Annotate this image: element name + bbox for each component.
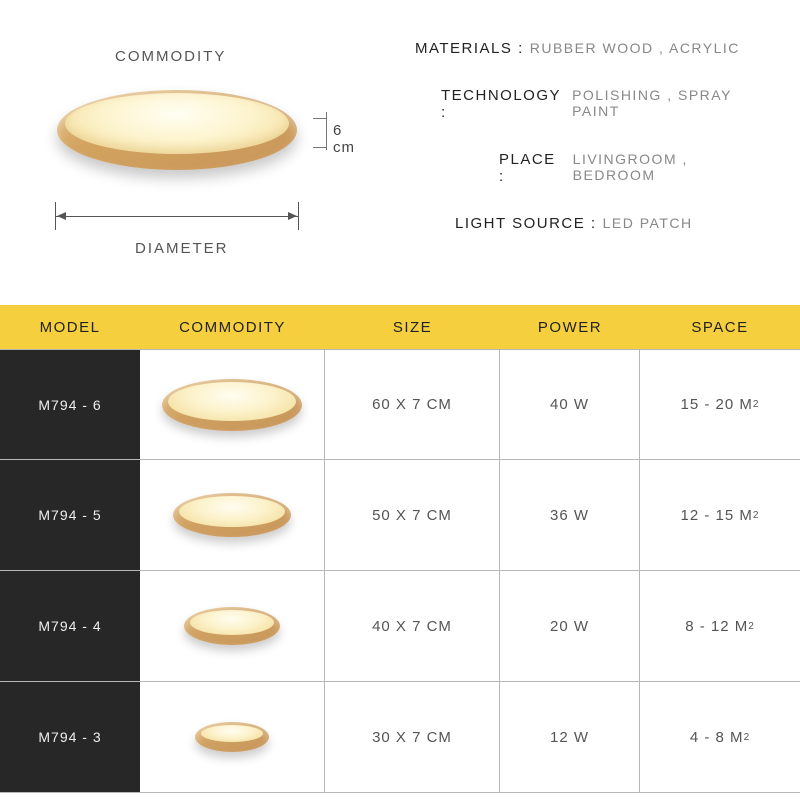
td-model: M794 - 6	[0, 350, 140, 459]
lamp-illustration	[57, 90, 297, 170]
commodity-label: COMMODITY	[115, 48, 226, 65]
spec-value: POLISHING , SPRAY PAINT	[572, 87, 775, 119]
table-row: M794 - 4 40 X 7 CM20 W8 - 12 M2	[0, 571, 800, 682]
th-power: POWER	[500, 319, 640, 336]
td-size: 50 X 7 CM	[325, 460, 500, 570]
td-space: 15 - 20 M2	[640, 350, 800, 459]
diameter-label: DIAMETER	[135, 240, 229, 257]
th-size: SIZE	[325, 319, 500, 336]
td-model: M794 - 4	[0, 571, 140, 681]
models-table: MODEL COMMODITY SIZE POWER SPACE M794 - …	[0, 305, 800, 793]
spec-row-technology: TECHNOLOGY : POLISHING , SPRAY PAINT	[441, 87, 775, 121]
table-row: M794 - 5 50 X 7 CM36 W12 - 15 M2	[0, 460, 800, 571]
td-space: 4 - 8 M2	[640, 682, 800, 792]
td-size: 40 X 7 CM	[325, 571, 500, 681]
td-power: 36 W	[500, 460, 640, 570]
height-value: 6 cm	[333, 122, 355, 156]
top-section: COMMODITY 6 cm DIAMETER	[0, 0, 800, 305]
table-row: M794 - 6 60 X 7 CM40 W15 - 20 M2	[0, 349, 800, 460]
lamp-icon	[173, 493, 291, 537]
product-spec-sheet: COMMODITY 6 cm DIAMETER	[0, 0, 800, 800]
td-model: M794 - 3	[0, 682, 140, 792]
table-header: MODEL COMMODITY SIZE POWER SPACE	[0, 305, 800, 349]
td-power: 12 W	[500, 682, 640, 792]
th-commodity: COMMODITY	[140, 319, 325, 336]
td-commodity	[140, 350, 325, 459]
td-power: 20 W	[500, 571, 640, 681]
td-size: 60 X 7 CM	[325, 350, 500, 459]
diameter-indicator	[55, 202, 299, 232]
td-space: 8 - 12 M2	[640, 571, 800, 681]
td-model: M794 - 5	[0, 460, 140, 570]
spec-label: LIGHT SOURCE :	[455, 215, 597, 232]
spec-label: TECHNOLOGY :	[441, 87, 566, 121]
td-space: 12 - 15 M2	[640, 460, 800, 570]
spec-value: LED PATCH	[603, 215, 693, 231]
spec-row-place: PLACE : LIVINGROOM , BEDROOM	[499, 151, 775, 185]
table-body: M794 - 6 60 X 7 CM40 W15 - 20 M2 M794 - 5 5…	[0, 349, 800, 793]
td-size: 30 X 7 CM	[325, 682, 500, 792]
spec-label: PLACE :	[499, 151, 567, 185]
td-commodity	[140, 460, 325, 570]
spec-value: RUBBER WOOD , ACRYLIC	[530, 40, 740, 56]
lamp-icon	[162, 379, 302, 431]
th-space: SPACE	[640, 319, 800, 336]
lamp-icon	[184, 607, 280, 645]
td-commodity	[140, 682, 325, 792]
spec-value: LIVINGROOM , BEDROOM	[573, 151, 775, 183]
spec-row-light-source: LIGHT SOURCE : LED PATCH	[455, 215, 775, 232]
height-indicator: 6 cm	[313, 112, 353, 150]
td-commodity	[140, 571, 325, 681]
spec-row-materials: MATERIALS : RUBBER WOOD , ACRYLIC	[415, 40, 775, 57]
table-row: M794 - 3 30 X 7 CM12 W4 - 8 M2	[0, 682, 800, 793]
th-model: MODEL	[0, 319, 140, 336]
lamp-diagram	[57, 90, 307, 170]
td-power: 40 W	[500, 350, 640, 459]
diagram-column: COMMODITY 6 cm DIAMETER	[25, 30, 365, 295]
spec-label: MATERIALS :	[415, 40, 524, 57]
specs-column: MATERIALS : RUBBER WOOD , ACRYLIC TECHNO…	[365, 30, 775, 295]
lamp-icon	[195, 722, 269, 752]
